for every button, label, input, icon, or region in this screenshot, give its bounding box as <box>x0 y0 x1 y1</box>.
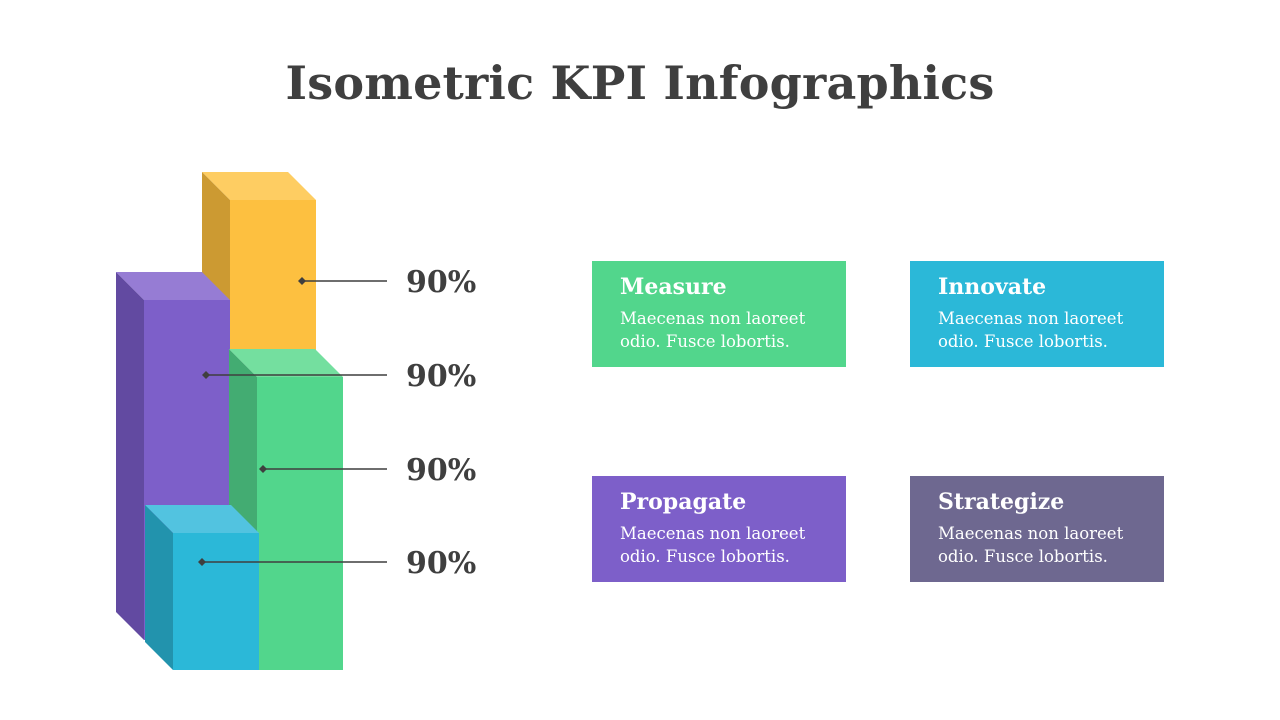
kpi-connector-1 <box>298 277 387 285</box>
kpi-value-4: 90% <box>406 546 476 581</box>
kpi-connector-4 <box>198 558 387 566</box>
kpi-connector-3 <box>259 465 387 473</box>
kpi-connector-2 <box>202 371 387 379</box>
card-title-measure: Measure <box>620 274 727 300</box>
card-strategize: Strategize Maecenas non laoreet odio. Fu… <box>910 476 1164 582</box>
page-title: Isometric KPI Infographics <box>285 56 995 110</box>
card-propagate: Propagate Maecenas non laoreet odio. Fus… <box>592 476 846 582</box>
card-measure: Measure Maecenas non laoreet odio. Fusce… <box>592 261 846 367</box>
card-text-propagate: Maecenas non laoreet odio. Fusce loborti… <box>620 524 806 566</box>
kpi-value-2: 90% <box>406 359 476 394</box>
card-text-measure: Maecenas non laoreet odio. Fusce loborti… <box>620 309 806 351</box>
blue-bar <box>145 505 259 670</box>
kpi-value-3: 90% <box>406 453 476 488</box>
kpi-value-1: 90% <box>406 265 476 300</box>
card-innovate: Innovate Maecenas non laoreet odio. Fusc… <box>910 261 1164 367</box>
card-text-strategize: Maecenas non laoreet odio. Fusce loborti… <box>938 524 1124 566</box>
card-title-innovate: Innovate <box>938 274 1047 300</box>
card-title-strategize: Strategize <box>938 489 1065 515</box>
card-title-propagate: Propagate <box>620 489 747 515</box>
card-text-innovate: Maecenas non laoreet odio. Fusce loborti… <box>938 309 1124 351</box>
